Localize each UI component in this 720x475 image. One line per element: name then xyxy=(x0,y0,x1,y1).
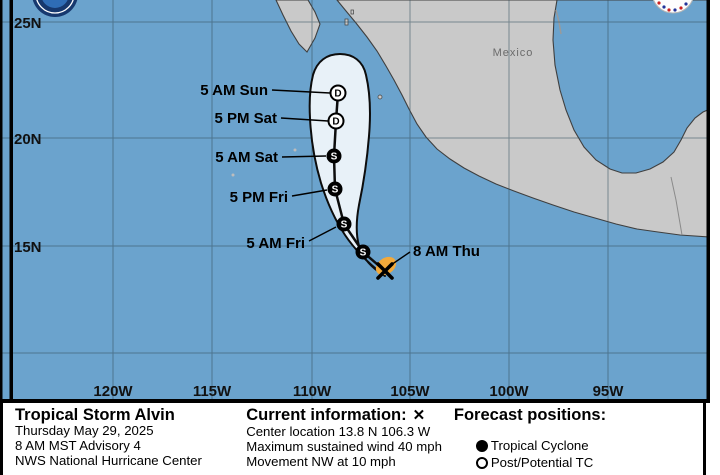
point-5am-sun xyxy=(329,84,347,102)
noaa-logo xyxy=(32,0,78,17)
current-info-title-text: Current information: xyxy=(246,406,407,424)
svg-text:D: D xyxy=(332,117,339,128)
map-bottom-border xyxy=(0,399,710,403)
svg-text:D: D xyxy=(334,89,341,100)
post-potential-tc-icon xyxy=(475,457,488,470)
svg-text:S: S xyxy=(331,152,338,163)
forecast-legend-panel: Forecast positions: Tropical Cyclone Pos… xyxy=(454,403,703,475)
country-border xyxy=(670,176,683,236)
lon-label-100w: 100W xyxy=(489,383,529,400)
x-marker-icon: ✕ xyxy=(412,407,426,424)
point-s1 xyxy=(355,244,371,260)
island xyxy=(231,173,235,177)
advisory-date: Thursday May 29, 2025 xyxy=(15,423,154,438)
forecast-cone-map: Mexico S S S S xyxy=(0,0,720,403)
lon-label-120w: 120W xyxy=(93,383,133,400)
map-right-border xyxy=(706,0,710,399)
point-5pm-fri xyxy=(327,181,343,197)
lon-label-110w: 110W xyxy=(293,383,332,400)
lon-label-95w: 95W xyxy=(593,383,625,400)
lat-label-25n: 25N xyxy=(14,15,42,32)
label-5am-sat: 5 AM Sat xyxy=(215,149,278,166)
point-5am-sat xyxy=(326,148,342,164)
label-5am-sun: 5 AM Sun xyxy=(200,82,268,99)
svg-text:S: S xyxy=(360,248,367,259)
label-8am-thu: 8 AM Thu xyxy=(413,243,480,260)
wind-swath xyxy=(375,256,397,276)
advisory-info-bar: Tropical Storm Alvin Thursday May 29, 20… xyxy=(0,403,706,475)
region-label: Mexico xyxy=(493,47,534,59)
lon-label-105w: 105W xyxy=(390,383,430,400)
forecast-point-markers: S S S S D D xyxy=(326,84,371,260)
tropical-cyclone-icon xyxy=(475,440,488,453)
nws-logo xyxy=(653,0,693,14)
legend-tropical-cyclone: Tropical Cyclone xyxy=(475,437,589,454)
legend-tropical-cyclone-label: Tropical Cyclone xyxy=(490,437,589,453)
movement: Movement NW at 10 mph xyxy=(246,453,396,469)
label-leader-lines xyxy=(271,89,411,268)
gulf-of-mexico xyxy=(552,0,711,174)
forecast-cone xyxy=(308,53,386,277)
point-5pm-sat xyxy=(327,112,345,130)
legend-row: Tropical Cyclone Post/Potential TC xyxy=(454,424,703,475)
outer-left-border xyxy=(0,0,3,403)
center-location: Center location 13.8 N 106.3 W xyxy=(246,424,431,439)
legend-post-potential-tc-label: Post/Potential TC xyxy=(490,454,594,470)
label-5pm-sat: 5 PM Sat xyxy=(214,110,277,127)
storm-summary-panel: Tropical Storm Alvin Thursday May 29, 20… xyxy=(15,403,246,475)
lat-label-15n: 15N xyxy=(14,239,42,256)
forecast-positions-title: Forecast positions: xyxy=(453,406,607,424)
max-sustained-wind: Maximum sustained wind 40 mph xyxy=(246,438,442,454)
advisory-number: 8 AM MST Advisory 4 xyxy=(15,437,141,453)
label-5pm-fri: 5 PM Fri xyxy=(230,189,288,206)
point-5am-fri xyxy=(336,216,352,232)
issuing-agency: NWS National Hurricane Center xyxy=(15,452,202,468)
storm-title: Tropical Storm Alvin xyxy=(15,406,175,424)
island xyxy=(293,148,297,152)
right-margin xyxy=(710,0,720,403)
legend-post-potential-tc: Post/Potential TC xyxy=(475,454,594,471)
label-5am-fri: 5 AM Fri xyxy=(246,235,305,252)
current-info-title: Current information: ✕ xyxy=(246,406,454,425)
lat-label-20n: 20N xyxy=(14,131,42,148)
island xyxy=(377,94,383,100)
current-info-panel: Current information: ✕ Center location 13… xyxy=(246,403,454,475)
svg-text:S: S xyxy=(341,220,348,231)
island xyxy=(350,9,354,15)
lon-label-115w: 115W xyxy=(193,383,232,400)
svg-text:S: S xyxy=(332,185,339,196)
map-left-border xyxy=(9,0,13,399)
